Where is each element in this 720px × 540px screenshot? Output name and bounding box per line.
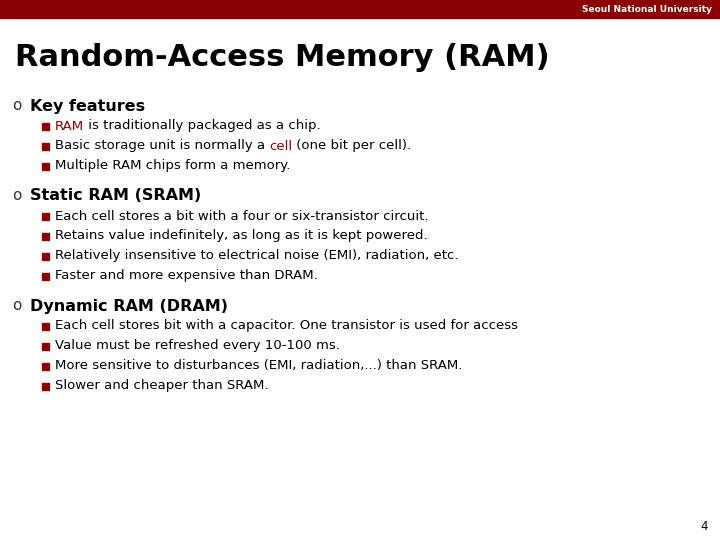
Text: Value must be refreshed every 10-100 ms.: Value must be refreshed every 10-100 ms.: [55, 340, 340, 353]
Bar: [42, 342, 49, 349]
Bar: [42, 213, 49, 219]
Text: Key features: Key features: [30, 98, 145, 113]
Text: Multiple RAM chips form a memory.: Multiple RAM chips form a memory.: [55, 159, 290, 172]
Text: cell: cell: [269, 139, 292, 152]
Bar: [42, 273, 49, 280]
Text: Static RAM (SRAM): Static RAM (SRAM): [30, 188, 202, 204]
Text: Each cell stores a bit with a four or six-transistor circuit.: Each cell stores a bit with a four or si…: [55, 210, 428, 222]
Text: RAM: RAM: [55, 119, 84, 132]
Bar: [0, 0, 720, 18]
Text: 4: 4: [701, 520, 708, 533]
Text: Seoul National University: Seoul National University: [582, 4, 712, 14]
Text: o: o: [12, 98, 22, 113]
Text: (one bit per cell).: (one bit per cell).: [292, 139, 412, 152]
Bar: [42, 382, 49, 389]
Text: o: o: [12, 299, 22, 314]
Text: More sensitive to disturbances (EMI, radiation,...) than SRAM.: More sensitive to disturbances (EMI, rad…: [55, 360, 462, 373]
Text: is traditionally packaged as a chip.: is traditionally packaged as a chip.: [84, 119, 320, 132]
Text: Each cell stores bit with a capacitor. One transistor is used for access: Each cell stores bit with a capacitor. O…: [55, 320, 518, 333]
Bar: [42, 253, 49, 260]
Text: Retains value indefinitely, as long as it is kept powered.: Retains value indefinitely, as long as i…: [55, 230, 428, 242]
Text: o: o: [12, 188, 22, 204]
Bar: [42, 163, 49, 170]
Bar: [42, 123, 49, 130]
Bar: [42, 322, 49, 329]
Text: Basic storage unit is normally a: Basic storage unit is normally a: [55, 139, 269, 152]
Bar: [42, 233, 49, 240]
Text: Faster and more expensive than DRAM.: Faster and more expensive than DRAM.: [55, 269, 318, 282]
Text: Random-Access Memory (RAM): Random-Access Memory (RAM): [15, 44, 549, 72]
Bar: [42, 362, 49, 369]
Text: Slower and cheaper than SRAM.: Slower and cheaper than SRAM.: [55, 380, 269, 393]
Text: Dynamic RAM (DRAM): Dynamic RAM (DRAM): [30, 299, 228, 314]
Text: Relatively insensitive to electrical noise (EMI), radiation, etc.: Relatively insensitive to electrical noi…: [55, 249, 459, 262]
Bar: [42, 143, 49, 150]
